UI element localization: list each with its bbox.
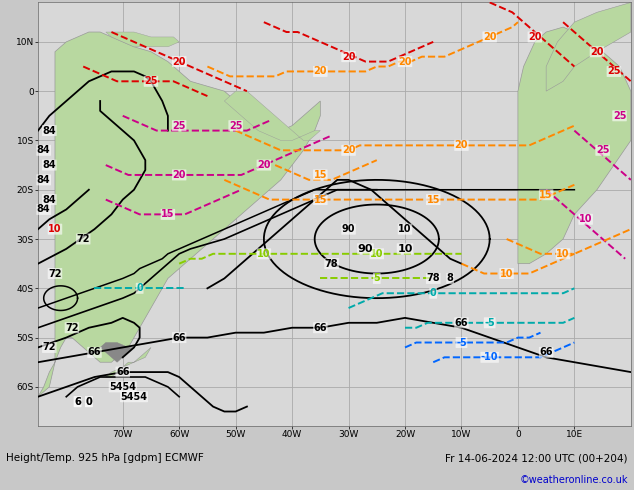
Text: 25: 25 [144, 76, 158, 86]
Text: 20: 20 [342, 51, 355, 62]
Text: 90: 90 [358, 244, 373, 254]
Text: 20: 20 [483, 32, 496, 42]
Text: 0: 0 [86, 397, 92, 407]
Text: -5: -5 [484, 318, 495, 328]
Text: 78: 78 [325, 259, 339, 269]
Text: 15: 15 [314, 170, 327, 180]
Text: -5: -5 [456, 338, 467, 347]
Text: 84: 84 [42, 195, 56, 205]
Text: 66: 66 [455, 318, 469, 328]
Polygon shape [100, 343, 134, 362]
Text: 72: 72 [65, 323, 79, 333]
Text: Fr 14-06-2024 12:00 UTC (00+204): Fr 14-06-2024 12:00 UTC (00+204) [445, 453, 628, 463]
Text: 20: 20 [172, 170, 186, 180]
Text: 20: 20 [314, 67, 327, 76]
Text: 10: 10 [48, 224, 61, 234]
Polygon shape [106, 347, 151, 377]
Polygon shape [106, 32, 179, 47]
Text: 66: 66 [116, 367, 129, 377]
Text: 6: 6 [74, 397, 81, 407]
Text: 20: 20 [398, 56, 411, 67]
Text: 84: 84 [37, 204, 51, 215]
Polygon shape [546, 2, 631, 91]
Text: 5454: 5454 [120, 392, 148, 402]
Text: 10: 10 [398, 224, 411, 234]
Text: 25: 25 [613, 111, 626, 121]
Text: 15: 15 [540, 190, 553, 199]
Text: 66: 66 [87, 347, 101, 357]
Text: 78: 78 [427, 273, 440, 283]
Text: Height/Temp. 925 hPa [gdpm] ECMWF: Height/Temp. 925 hPa [gdpm] ECMWF [6, 453, 204, 463]
Text: 20: 20 [257, 160, 271, 170]
Text: 25: 25 [596, 146, 609, 155]
Text: 0: 0 [86, 397, 92, 407]
Text: 15: 15 [427, 195, 440, 205]
Text: 6: 6 [74, 397, 81, 407]
Text: 20: 20 [528, 32, 541, 42]
Text: 0: 0 [136, 283, 143, 294]
Text: 20: 20 [342, 146, 355, 155]
Text: 10: 10 [500, 269, 514, 278]
Text: 20: 20 [455, 140, 469, 150]
Text: 25: 25 [229, 121, 242, 131]
Text: -10: -10 [481, 352, 498, 362]
Text: 0: 0 [430, 288, 437, 298]
Text: 10: 10 [398, 244, 413, 254]
Text: 84: 84 [37, 146, 51, 155]
Polygon shape [518, 27, 631, 264]
Text: 84: 84 [42, 125, 56, 136]
Text: 66: 66 [314, 323, 327, 333]
Text: 72: 72 [77, 234, 90, 244]
Text: 10: 10 [556, 249, 570, 259]
Polygon shape [38, 32, 320, 397]
Polygon shape [224, 91, 320, 141]
Text: 8: 8 [447, 273, 453, 283]
Text: ©weatheronline.co.uk: ©weatheronline.co.uk [519, 475, 628, 485]
Text: 25: 25 [172, 121, 186, 131]
Text: 10: 10 [257, 249, 271, 259]
Text: 25: 25 [607, 67, 621, 76]
Text: 15: 15 [314, 195, 327, 205]
Text: 20: 20 [590, 47, 604, 57]
Text: 5454: 5454 [109, 382, 136, 392]
Text: 20: 20 [172, 56, 186, 67]
Text: 66: 66 [172, 333, 186, 343]
Text: 10: 10 [579, 214, 592, 224]
Text: 15: 15 [161, 209, 174, 220]
Text: 66: 66 [540, 347, 553, 357]
Text: 5: 5 [373, 273, 380, 283]
Text: 90: 90 [342, 224, 355, 234]
Text: 72: 72 [42, 343, 56, 352]
Text: 84: 84 [42, 160, 56, 170]
Text: 84: 84 [37, 175, 51, 185]
Text: 72: 72 [48, 269, 61, 278]
Text: 10: 10 [370, 249, 384, 259]
